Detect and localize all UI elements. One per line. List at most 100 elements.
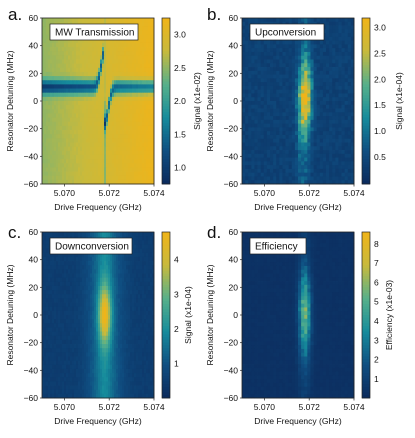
heatmap-cell bbox=[298, 161, 302, 166]
heatmap-cell bbox=[319, 82, 324, 87]
heatmap-cell bbox=[124, 277, 127, 283]
heatmap-cell bbox=[58, 290, 61, 295]
heatmap-cell bbox=[304, 67, 308, 72]
heatmap-cell bbox=[273, 153, 277, 158]
heatmap-cell bbox=[291, 119, 296, 125]
heatmap-cell bbox=[122, 281, 125, 287]
heatmap-cell bbox=[100, 130, 103, 135]
heatmap-cell bbox=[344, 97, 349, 102]
heatmap-cell bbox=[118, 167, 121, 172]
heatmap-cell bbox=[76, 285, 79, 291]
heatmap-cell bbox=[64, 76, 67, 81]
heatmap-cell bbox=[58, 63, 61, 69]
heatmap-cell bbox=[263, 127, 268, 132]
heatmap-cell bbox=[347, 70, 352, 75]
heatmap-cell bbox=[104, 42, 107, 48]
heatmap-cell bbox=[108, 130, 111, 135]
heatmap-cell bbox=[316, 104, 321, 109]
heatmap-cell bbox=[260, 40, 265, 45]
heatmap-cell bbox=[130, 101, 133, 106]
heatmap-cell bbox=[72, 256, 75, 262]
heatmap-cell bbox=[273, 116, 277, 121]
heatmap-cell bbox=[326, 36, 330, 42]
heatmap-cell bbox=[270, 67, 274, 72]
heatmap-cell bbox=[148, 171, 151, 177]
heatmap-cell bbox=[124, 252, 127, 258]
heatmap-cell bbox=[273, 89, 277, 94]
heatmap-cell bbox=[276, 131, 280, 136]
heatmap-cell bbox=[146, 101, 149, 106]
heatmap-cell bbox=[134, 290, 137, 295]
heatmap-cell bbox=[72, 281, 75, 287]
heatmap-cell bbox=[134, 277, 137, 283]
heatmap-cell bbox=[56, 88, 59, 94]
heatmap-cell bbox=[124, 38, 127, 44]
heatmap-cell bbox=[128, 138, 131, 143]
heatmap-cell bbox=[146, 281, 149, 287]
heatmap-cell bbox=[134, 294, 137, 299]
heatmap-cell bbox=[124, 84, 127, 89]
heatmap-cell bbox=[150, 277, 153, 283]
heatmap-cell bbox=[102, 80, 105, 85]
heatmap-cell bbox=[338, 153, 342, 158]
heatmap-cell bbox=[332, 104, 336, 109]
heatmap-cell bbox=[350, 180, 355, 185]
heatmap-cell bbox=[56, 38, 59, 44]
heatmap-cell bbox=[329, 176, 333, 181]
heatmap-cell bbox=[242, 146, 246, 151]
heatmap-cell bbox=[263, 146, 268, 151]
y-tick-a-5: −40 bbox=[24, 151, 39, 161]
heatmap-cell bbox=[344, 146, 349, 151]
heatmap-cell bbox=[82, 142, 85, 148]
heatmap-cell bbox=[279, 119, 283, 125]
heatmap-cell bbox=[52, 92, 55, 98]
heatmap-cell bbox=[44, 159, 47, 164]
heatmap-cell bbox=[120, 47, 123, 52]
heatmap-cell bbox=[88, 76, 91, 81]
heatmap-cell bbox=[44, 248, 47, 254]
heatmap-cell bbox=[62, 167, 65, 172]
heatmap-cell bbox=[82, 261, 85, 266]
heatmap-cell bbox=[282, 127, 286, 132]
heatmap-cell bbox=[74, 88, 77, 94]
heatmap-cell bbox=[50, 154, 53, 160]
heatmap-cell bbox=[88, 175, 91, 181]
heatmap-cell bbox=[68, 109, 71, 114]
heatmap-cell bbox=[84, 71, 87, 77]
heatmap-cell bbox=[248, 40, 252, 45]
heatmap-cell bbox=[120, 269, 123, 274]
heatmap-cell bbox=[341, 29, 346, 34]
heatmap-cell bbox=[307, 119, 311, 125]
heatmap-cell bbox=[319, 180, 324, 185]
heatmap-cell bbox=[341, 89, 346, 94]
heatmap-cell bbox=[130, 252, 133, 258]
heatmap-cell bbox=[291, 40, 296, 45]
heatmap-cell bbox=[350, 165, 355, 170]
heatmap-cell bbox=[152, 240, 155, 245]
heatmap-cell bbox=[146, 261, 149, 266]
heatmap-cell bbox=[329, 150, 333, 155]
heatmap-cell bbox=[347, 123, 352, 128]
heatmap-cell bbox=[332, 55, 336, 60]
heatmap-cell bbox=[134, 113, 137, 118]
heatmap-cell bbox=[316, 146, 321, 151]
heatmap-cell bbox=[60, 63, 63, 69]
heatmap-cell bbox=[148, 248, 151, 254]
heatmap-cell bbox=[136, 134, 139, 139]
heatmap-cell bbox=[98, 285, 101, 291]
heatmap-cell bbox=[60, 109, 63, 114]
heatmap-cell bbox=[142, 236, 145, 241]
heatmap-cell bbox=[132, 113, 135, 118]
heatmap-cell bbox=[84, 261, 87, 266]
heatmap-cell bbox=[118, 113, 121, 118]
heatmap-cell bbox=[285, 93, 290, 98]
heatmap-cell bbox=[54, 163, 57, 168]
heatmap-cell bbox=[98, 80, 101, 85]
heatmap-cell bbox=[257, 127, 262, 132]
heatmap-cell bbox=[142, 38, 145, 44]
heatmap-cell bbox=[332, 44, 336, 49]
heatmap-cell bbox=[90, 179, 93, 185]
heatmap-cell bbox=[146, 121, 149, 127]
heatmap-cell bbox=[112, 84, 115, 89]
heatmap-cell bbox=[140, 96, 143, 102]
